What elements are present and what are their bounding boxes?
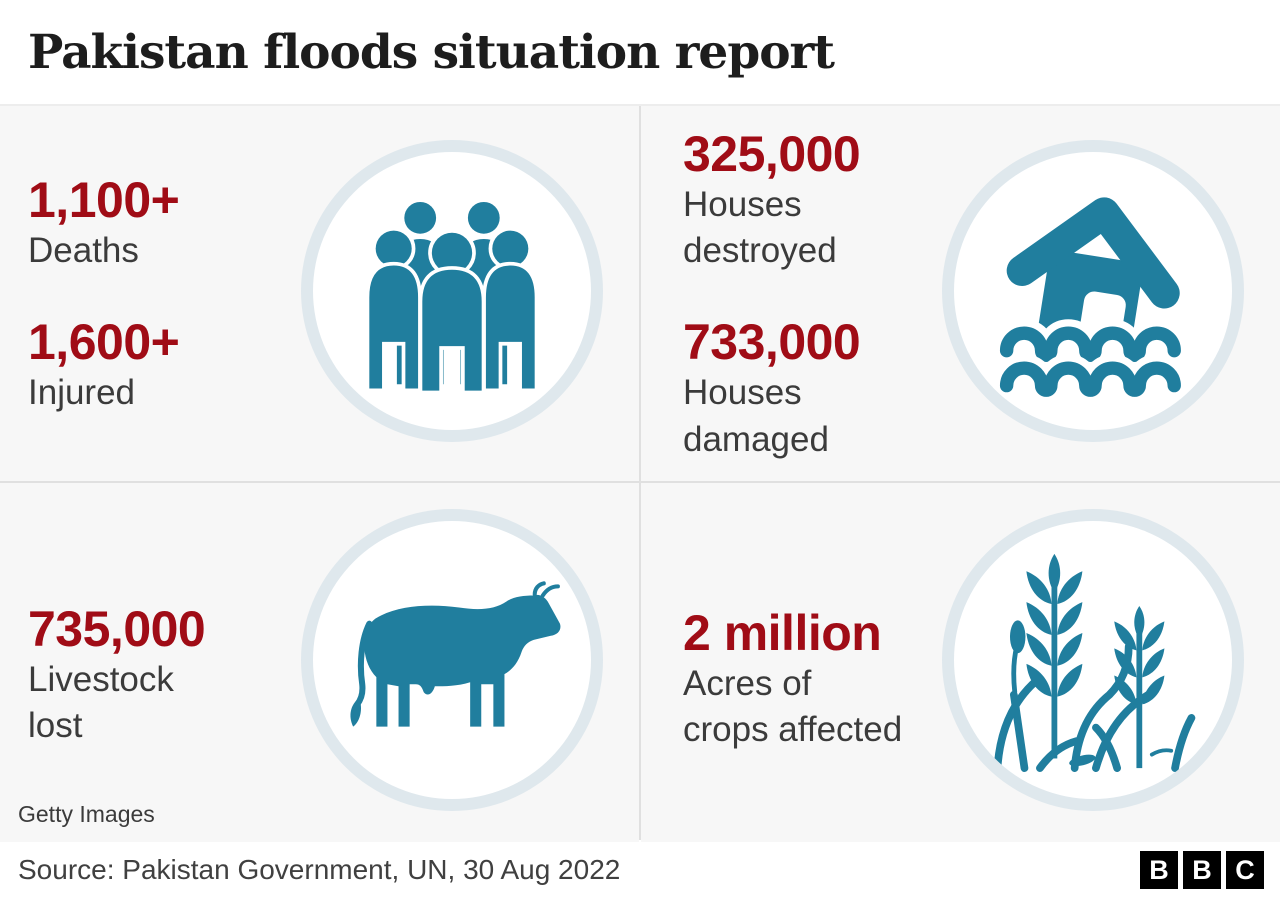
deaths-value: 1,100+: [28, 172, 180, 228]
stat-deaths: 1,100+ Deaths: [28, 174, 639, 274]
crops-stats: 2 million Acres of crops affected: [641, 483, 1280, 753]
houses-destroyed-label: Houses destroyed: [683, 185, 837, 271]
bbc-logo-block-1: B: [1140, 851, 1178, 889]
page-title: Pakistan floods situation report: [28, 24, 835, 80]
stat-houses-damaged: 733,000 Houses damaged: [683, 316, 1280, 462]
stats-grid: 1,100+ Deaths 1,600+ Injured: [0, 104, 1280, 842]
crops-label: Acres of crops affected: [683, 664, 903, 750]
footer: Source: Pakistan Government, UN, 30 Aug …: [0, 840, 1280, 900]
livestock-value: 735,000: [28, 601, 206, 657]
bbc-logo-block-2: B: [1183, 851, 1221, 889]
casualties-stats: 1,100+ Deaths 1,600+ Injured: [0, 106, 639, 416]
cow-icon-badge: [301, 509, 603, 811]
panel-houses: 325,000 Houses destroyed 733,000 Houses …: [641, 106, 1280, 481]
wheat-icon-circle: [954, 521, 1232, 799]
panel-crops: 2 million Acres of crops affected: [641, 483, 1280, 842]
cow-icon: [350, 581, 561, 727]
deaths-label: Deaths: [28, 231, 139, 270]
bbc-logo: B B C: [1140, 851, 1264, 889]
houses-stats: 325,000 Houses destroyed 733,000 Houses …: [641, 106, 1280, 463]
flooded-house-icon-circle: [954, 152, 1232, 430]
panel-casualties: 1,100+ Deaths 1,600+ Injured: [0, 106, 639, 481]
stat-injured: 1,600+ Injured: [28, 316, 639, 416]
wheat-icon: [993, 553, 1196, 772]
houses-damaged-label: Houses damaged: [683, 373, 829, 459]
people-icon-circle: [313, 152, 591, 430]
image-credit: Getty Images: [18, 801, 155, 827]
livestock-label: Livestock lost: [28, 660, 174, 746]
flooded-house-icon: [992, 197, 1189, 400]
flooded-house-icon-badge: [942, 140, 1244, 442]
injured-label: Injured: [28, 373, 136, 413]
livestock-stats: 735,000 Livestock lost: [0, 483, 639, 749]
wheat-icon-badge: [942, 509, 1244, 811]
stat-houses-destroyed: 325,000 Houses destroyed: [683, 128, 1280, 274]
crops-value: 2 million: [683, 605, 882, 661]
stat-crops: 2 million Acres of crops affected: [683, 607, 1280, 753]
header: Pakistan floods situation report: [0, 0, 1280, 104]
people-icon-badge: [301, 140, 603, 442]
stat-livestock: 735,000 Livestock lost: [28, 603, 639, 749]
houses-damaged-value: 733,000: [683, 314, 861, 371]
people-icon: [365, 198, 539, 391]
injured-value: 1,600+: [28, 314, 180, 371]
cow-icon-circle: [313, 521, 591, 799]
source-text: Source: Pakistan Government, UN, 30 Aug …: [18, 854, 621, 885]
panel-livestock: 735,000 Livestock lost: [0, 483, 639, 842]
houses-destroyed-value: 325,000: [683, 126, 861, 182]
bbc-logo-block-3: C: [1226, 851, 1264, 889]
